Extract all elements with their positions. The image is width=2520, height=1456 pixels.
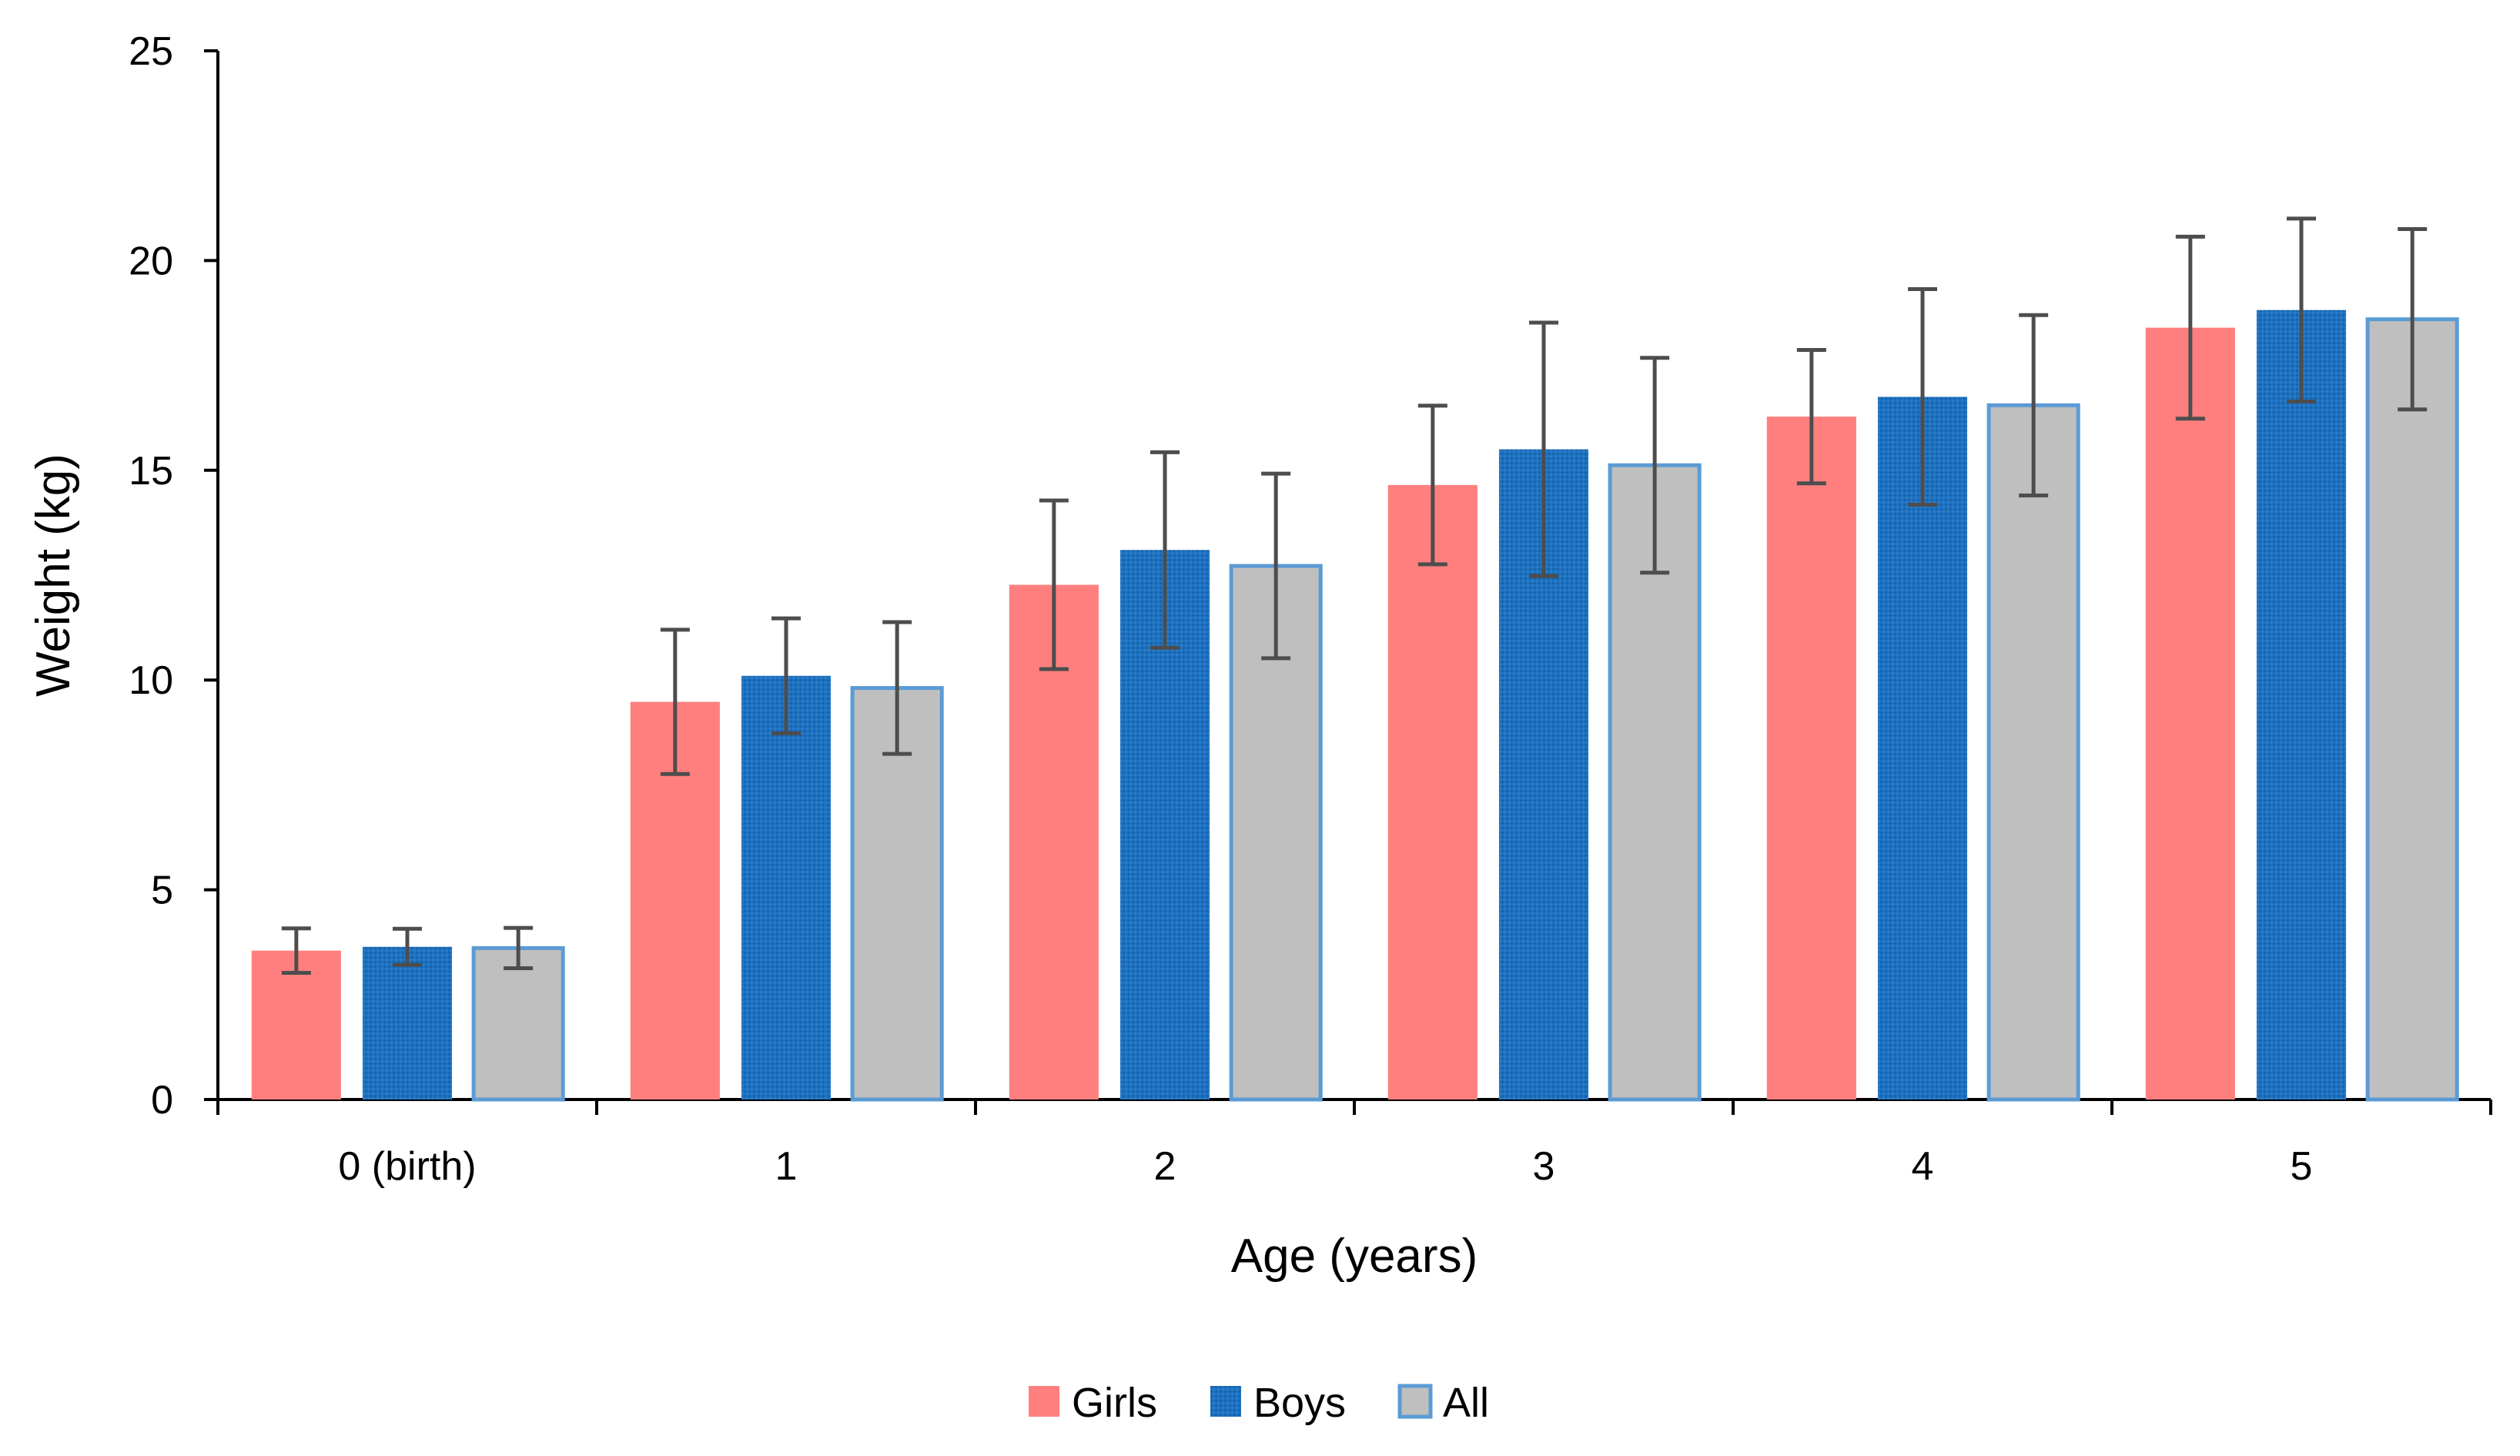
error-bar-boys <box>2287 216 2316 403</box>
error-bar-boys <box>771 616 801 735</box>
error-bar-all <box>2019 313 2049 497</box>
bar-boys <box>1877 397 1968 1100</box>
x-tick-label: 4 <box>1912 1144 1934 1189</box>
x-tick-label: 3 <box>1533 1144 1555 1189</box>
y-tick-label: 25 <box>129 29 173 74</box>
legend-item-boys: Boys <box>1210 1380 1346 1426</box>
y-axis: 0 5 10 15 20 25 <box>129 29 219 1123</box>
x-axis: 0 (birth) 1 2 3 4 5 <box>216 1098 2492 1189</box>
bar-girls <box>1766 417 1856 1100</box>
error-bar-boys <box>393 926 422 967</box>
error-bar-all <box>1640 356 1670 575</box>
x-tick-label: 2 <box>1154 1144 1176 1189</box>
y-tick-label: 0 <box>151 1078 173 1123</box>
bar-all <box>850 686 944 1102</box>
y-tick-label: 15 <box>129 449 173 494</box>
error-bars <box>281 216 2428 975</box>
error-bar-girls <box>1796 347 1826 486</box>
x-axis-title: Age (years) <box>1231 1230 1478 1283</box>
error-bar-all <box>504 925 534 970</box>
error-bar-boys <box>1908 286 1937 507</box>
bar-boys <box>741 675 832 1100</box>
legend-label: Boys <box>1253 1380 1346 1426</box>
error-bar-girls <box>660 628 690 776</box>
bar-all <box>1986 403 2080 1102</box>
x-ticks: 0 (birth) 1 2 3 4 5 <box>216 1100 2492 1189</box>
legend: Girls Boys All <box>1029 1380 1489 1426</box>
error-bar-all <box>1261 471 1291 661</box>
x-tick-label: 1 <box>775 1144 798 1189</box>
bar-all <box>1229 564 1323 1102</box>
legend-item-all: All <box>1397 1380 1489 1426</box>
x-tick-label: 0 (birth) <box>338 1144 476 1189</box>
legend-swatch-boys <box>1210 1386 1241 1417</box>
bar-all <box>2365 317 2459 1102</box>
bar-boys <box>2256 310 2347 1100</box>
bar-boys <box>362 946 453 1100</box>
legend-swatch-girls <box>1029 1386 1059 1417</box>
error-bar-girls <box>2175 234 2205 421</box>
error-bar-all <box>882 620 912 756</box>
legend-label: All <box>1443 1380 1489 1426</box>
y-axis-title: Weight (kg) <box>27 454 80 697</box>
error-bar-girls <box>1417 403 1447 567</box>
error-bar-all <box>2398 227 2428 412</box>
bar-all <box>471 946 565 1102</box>
error-bar-boys <box>1150 450 1180 650</box>
y-tick-label: 20 <box>129 239 173 283</box>
bar-girls <box>251 950 341 1100</box>
y-tick-label: 5 <box>151 869 173 913</box>
bar-girls <box>2145 327 2235 1100</box>
legend-label: Girls <box>1072 1380 1157 1426</box>
y-tick-label: 10 <box>129 658 173 703</box>
error-bar-girls <box>1039 498 1069 671</box>
y-ticks: 0 5 10 15 20 25 <box>129 29 218 1123</box>
error-bar-girls <box>281 926 311 975</box>
legend-item-girls: Girls <box>1029 1380 1157 1426</box>
bar-girls <box>1387 484 1478 1100</box>
x-tick-label: 5 <box>2291 1144 2313 1189</box>
legend-swatch-all <box>1397 1384 1433 1419</box>
bars <box>251 310 2459 1102</box>
error-bar-boys <box>1529 320 1558 578</box>
